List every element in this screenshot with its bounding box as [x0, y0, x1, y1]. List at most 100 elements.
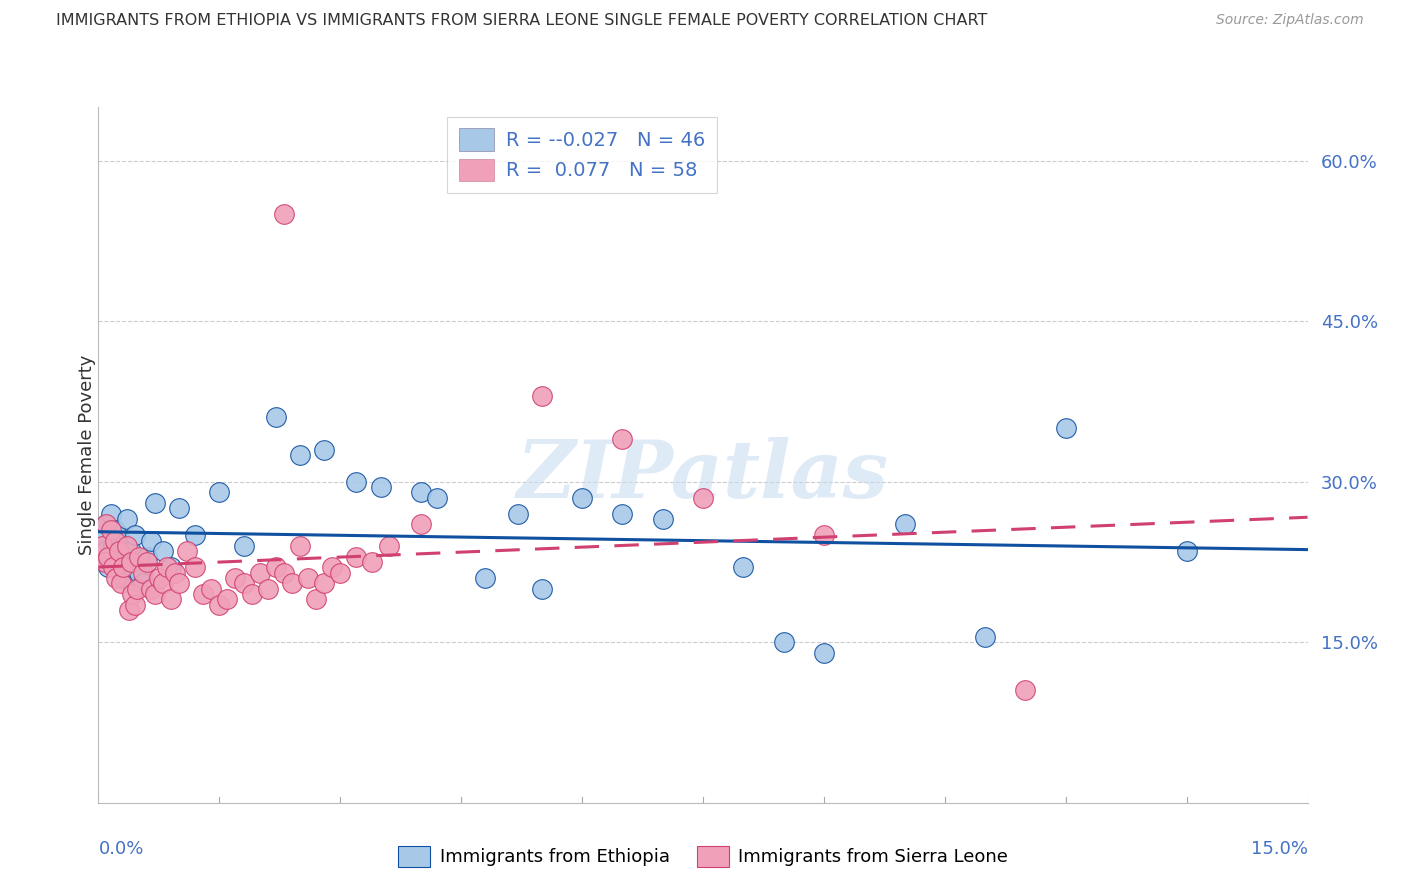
Point — [813, 646, 835, 660]
Point — [132, 566, 155, 580]
Point — [139, 582, 162, 596]
Point — [184, 560, 207, 574]
Point — [1054, 421, 1077, 435]
Point — [974, 630, 997, 644]
Point — [329, 566, 352, 580]
Point — [120, 544, 142, 558]
Point — [103, 533, 125, 548]
Point — [305, 592, 328, 607]
Point — [128, 566, 150, 580]
Point — [121, 560, 143, 574]
Point — [143, 587, 166, 601]
Point — [127, 582, 149, 596]
Point — [152, 544, 174, 558]
Point — [132, 576, 155, 591]
Point — [91, 528, 114, 542]
Point — [105, 549, 128, 564]
Point — [103, 523, 125, 537]
Point — [105, 571, 128, 585]
Point — [118, 603, 141, 617]
Point — [530, 389, 553, 403]
Point — [344, 475, 367, 489]
Point — [160, 560, 183, 574]
Point — [772, 635, 794, 649]
Point — [314, 576, 336, 591]
Point — [167, 501, 190, 516]
Point — [96, 517, 118, 532]
Point — [217, 592, 239, 607]
Point — [208, 485, 231, 500]
Point — [110, 576, 132, 591]
Point — [651, 512, 673, 526]
Point — [100, 507, 122, 521]
Point — [135, 549, 157, 564]
Point — [184, 528, 207, 542]
Point — [111, 560, 134, 574]
Y-axis label: Single Female Poverty: Single Female Poverty — [79, 355, 96, 555]
Point — [232, 539, 254, 553]
Point — [97, 560, 120, 574]
Text: Source: ZipAtlas.com: Source: ZipAtlas.com — [1216, 13, 1364, 28]
Point — [100, 523, 122, 537]
Point — [124, 528, 146, 542]
Point — [121, 587, 143, 601]
Point — [148, 571, 170, 585]
Point — [160, 592, 183, 607]
Point — [733, 560, 755, 574]
Point — [208, 598, 231, 612]
Legend: Immigrants from Ethiopia, Immigrants from Sierra Leone: Immigrants from Ethiopia, Immigrants fro… — [391, 838, 1015, 874]
Legend: R = --0.027   N = 46, R =  0.077   N = 58: R = --0.027 N = 46, R = 0.077 N = 58 — [447, 117, 717, 193]
Point — [128, 549, 150, 564]
Point — [571, 491, 593, 505]
Point — [361, 555, 384, 569]
Point — [163, 566, 186, 580]
Point — [370, 480, 392, 494]
Text: IMMIGRANTS FROM ETHIOPIA VS IMMIGRANTS FROM SIERRA LEONE SINGLE FEMALE POVERTY C: IMMIGRANTS FROM ETHIOPIA VS IMMIGRANTS F… — [56, 13, 987, 29]
Text: 15.0%: 15.0% — [1250, 840, 1308, 858]
Point — [426, 491, 449, 505]
Point — [167, 576, 190, 591]
Point — [200, 582, 222, 596]
Point — [314, 442, 336, 457]
Point — [288, 448, 311, 462]
Point — [256, 582, 278, 596]
Point — [96, 517, 118, 532]
Point — [120, 555, 142, 569]
Point — [240, 587, 263, 601]
Point — [813, 528, 835, 542]
Point — [101, 539, 124, 553]
Point — [612, 432, 634, 446]
Point — [321, 560, 343, 574]
Point — [530, 582, 553, 596]
Point — [111, 571, 134, 585]
Point — [107, 555, 129, 569]
Point — [409, 485, 432, 500]
Point — [224, 571, 246, 585]
Point — [124, 598, 146, 612]
Point — [474, 571, 496, 585]
Point — [249, 566, 271, 580]
Point — [97, 549, 120, 564]
Point — [1175, 544, 1198, 558]
Point — [281, 576, 304, 591]
Point — [264, 560, 287, 574]
Point — [94, 544, 117, 558]
Point — [612, 507, 634, 521]
Point — [152, 576, 174, 591]
Point — [91, 539, 114, 553]
Point — [94, 555, 117, 569]
Point — [377, 539, 399, 553]
Point — [273, 566, 295, 580]
Point — [110, 533, 132, 548]
Point — [232, 576, 254, 591]
Point — [101, 560, 124, 574]
Text: 0.0%: 0.0% — [98, 840, 143, 858]
Point — [156, 560, 179, 574]
Point — [297, 571, 319, 585]
Point — [893, 517, 915, 532]
Point — [692, 491, 714, 505]
Point — [176, 544, 198, 558]
Point — [344, 549, 367, 564]
Point — [143, 496, 166, 510]
Point — [115, 512, 138, 526]
